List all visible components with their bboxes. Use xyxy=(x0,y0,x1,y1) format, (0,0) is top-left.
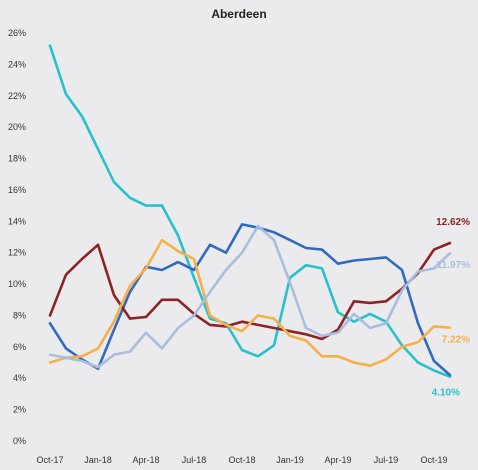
x-tick-label: Jul-18 xyxy=(182,455,207,465)
x-tick-label: Apr-18 xyxy=(132,455,159,465)
series-end-label: 11.97% xyxy=(437,260,470,271)
series-line-2 xyxy=(48,223,452,377)
x-tick-label: Jan-19 xyxy=(276,455,304,465)
y-tick-label: 12% xyxy=(8,248,26,258)
y-tick-label: 10% xyxy=(8,279,26,289)
y-tick-label: 26% xyxy=(8,28,26,38)
y-tick-label: 8% xyxy=(13,310,26,320)
y-tick-label: 16% xyxy=(8,185,26,195)
series-line-4 xyxy=(48,238,452,367)
chart-title: Aberdeen xyxy=(211,7,266,21)
x-tick-label: Oct-17 xyxy=(36,455,63,465)
y-tick-label: 14% xyxy=(8,216,26,226)
series-layer xyxy=(48,44,452,378)
x-tick-label: Jul-19 xyxy=(374,455,399,465)
y-tick-label: 0% xyxy=(13,436,26,446)
end-labels: 4.10% 12.62% 7.22% 11.97% xyxy=(432,217,470,399)
y-tick-label: 6% xyxy=(13,342,26,352)
y-tick-label: 4% xyxy=(13,373,26,383)
y-tick-label: 2% xyxy=(13,405,26,415)
y-axis: 0% 2% 4% 6% 8% 10% 12% 14% 16% 18% 20% 22% 24% 26% xyxy=(8,28,26,446)
y-tick-label: 20% xyxy=(8,122,26,132)
series-end-label: 7.22% xyxy=(442,335,470,346)
series-line-1 xyxy=(48,44,452,378)
x-axis: Oct-17 Jan-18 Apr-18 Jul-18 Oct-18 Jan-19 Apr-… xyxy=(36,455,447,465)
y-tick-label: 24% xyxy=(8,59,26,69)
x-tick-label: Oct-18 xyxy=(228,455,255,465)
x-tick-label: Oct-19 xyxy=(420,455,447,465)
x-tick-label: Apr-19 xyxy=(324,455,351,465)
y-tick-label: 18% xyxy=(8,154,26,164)
x-tick-label: Jan-18 xyxy=(84,455,112,465)
series-end-label: 4.10% xyxy=(432,388,460,399)
series-end-label: 12.62% xyxy=(436,217,470,228)
series-line-5 xyxy=(48,224,452,369)
y-tick-label: 22% xyxy=(8,91,26,101)
